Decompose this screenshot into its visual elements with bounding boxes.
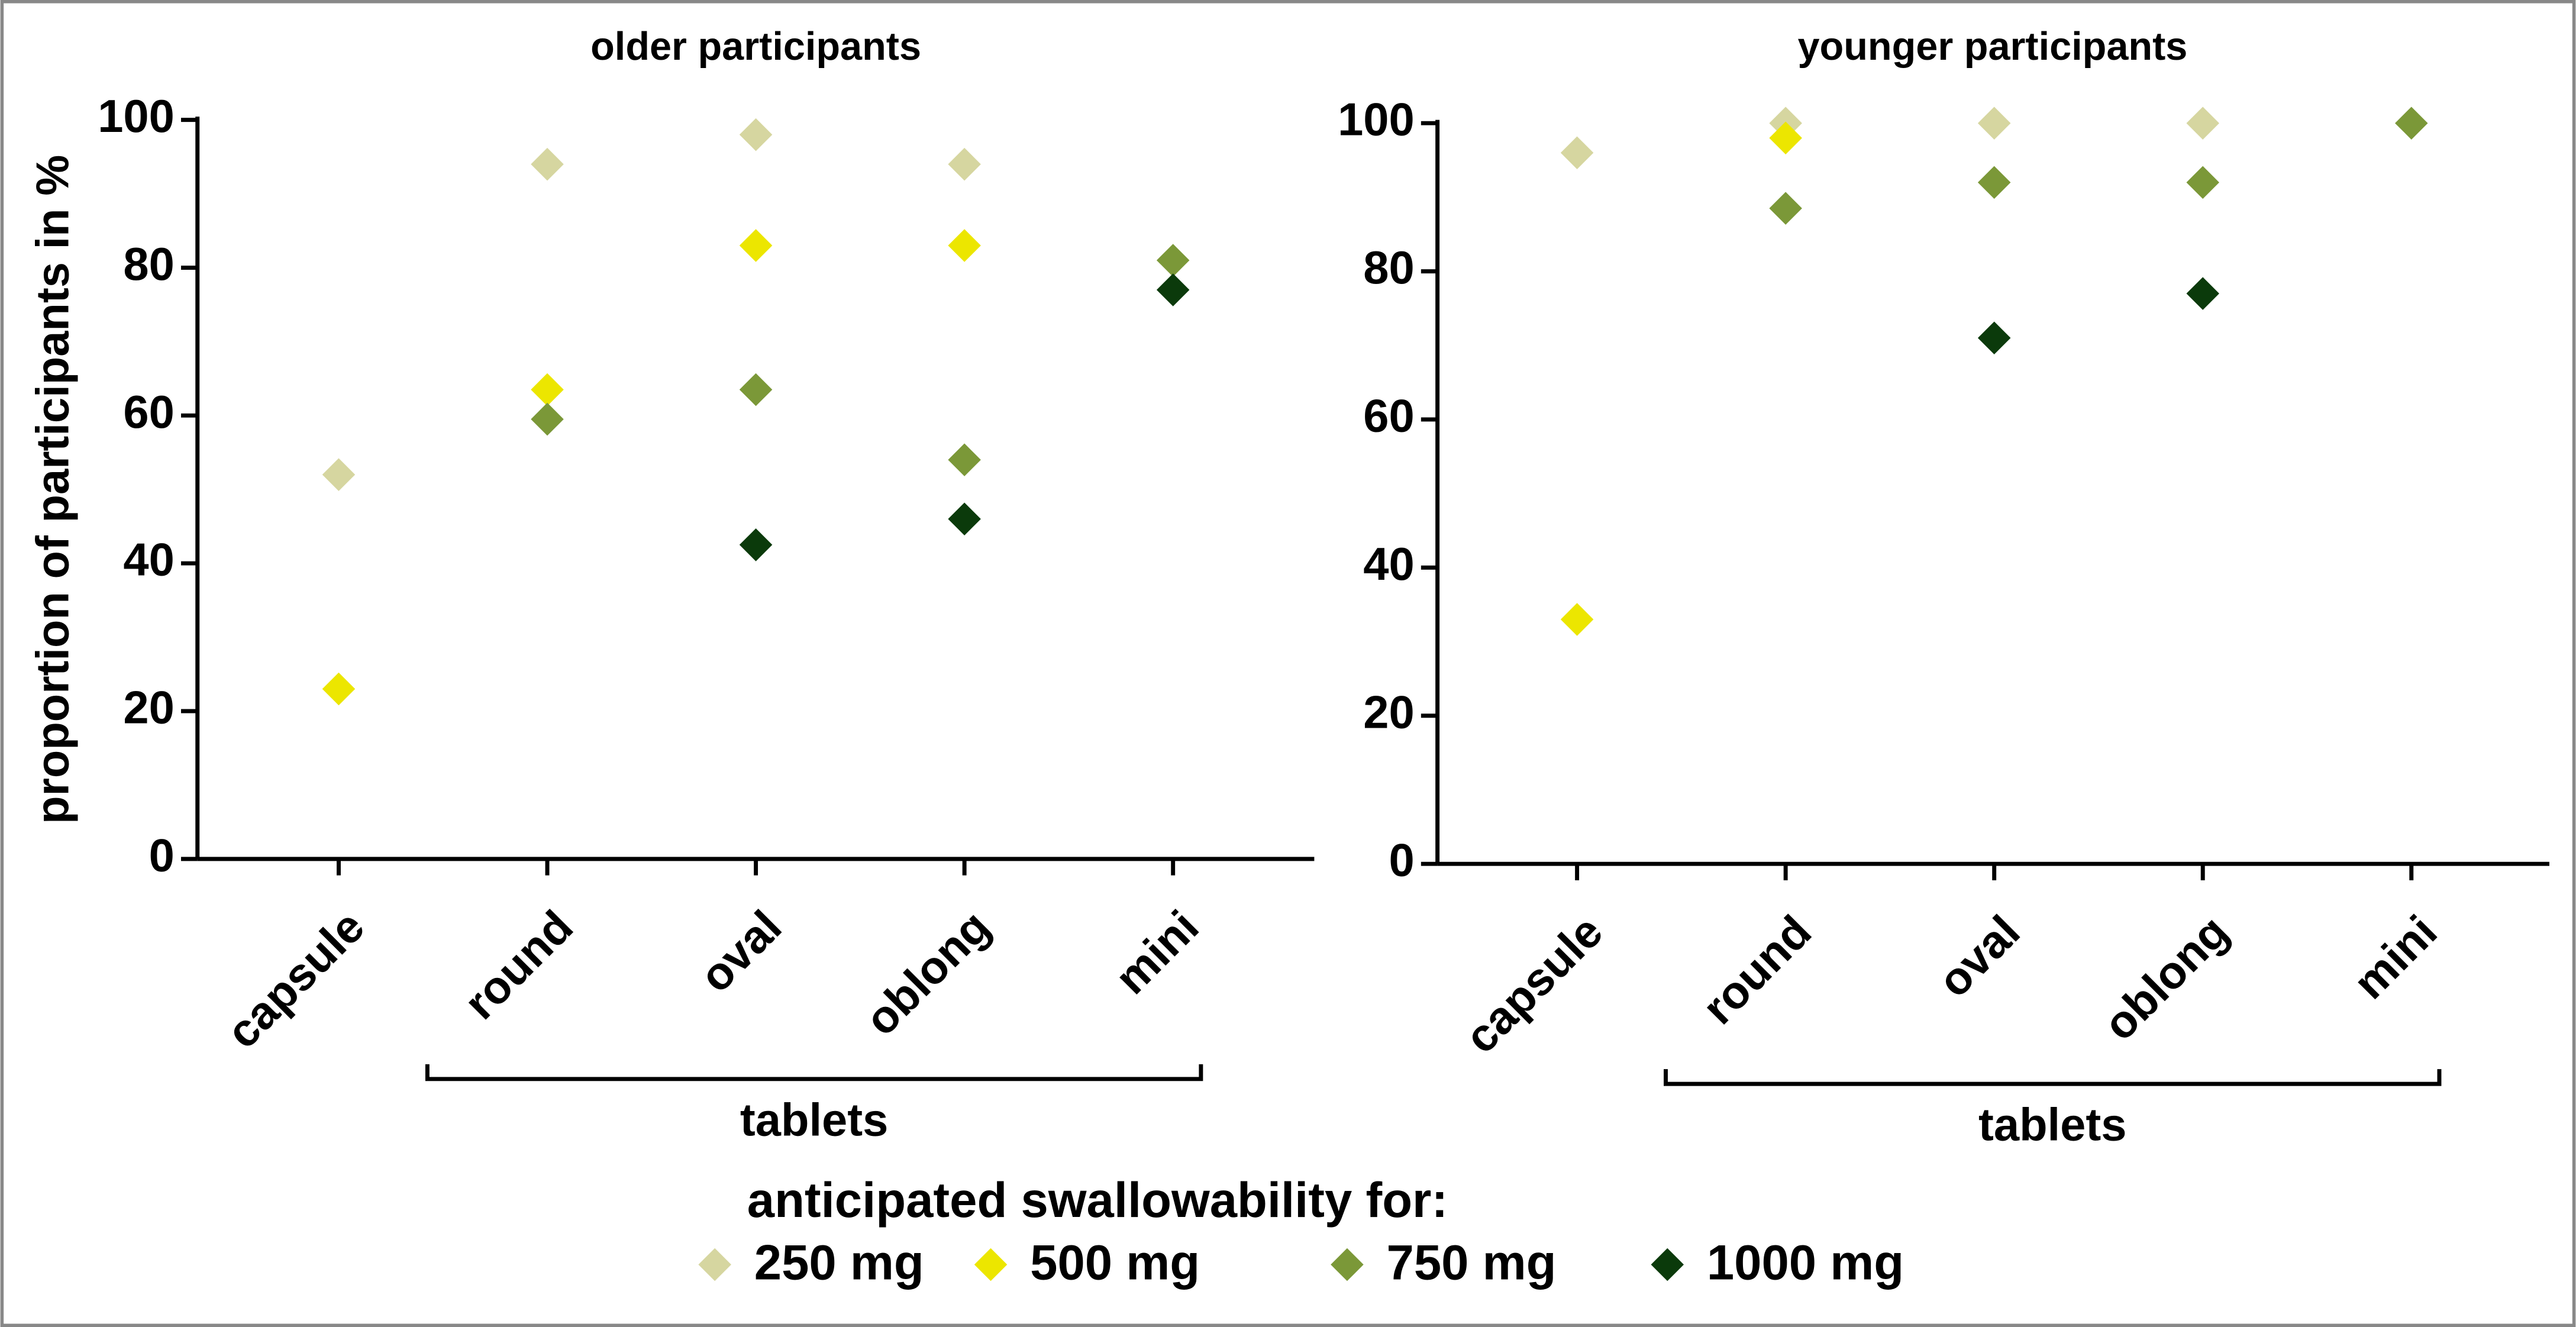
y-tick-label: 20 <box>1363 687 1414 738</box>
marker <box>1769 121 1802 154</box>
y-tick-label: 0 <box>149 830 175 881</box>
y-tick-label: 40 <box>1363 539 1414 590</box>
group-bracket <box>1664 1069 2442 1086</box>
group-label: tablets <box>1978 1100 2127 1151</box>
y-tick-label: 60 <box>1363 391 1414 442</box>
y-tick-label: 20 <box>123 683 174 734</box>
marker <box>2186 277 2219 310</box>
chart-title: younger participants <box>1797 25 2187 69</box>
marker <box>1769 192 1802 225</box>
y-axis-label: proportion of participants in % <box>28 155 79 824</box>
legend-label: 500 mg <box>1030 1235 1200 1290</box>
marker <box>2395 106 2428 140</box>
marker <box>322 672 356 706</box>
marker <box>1977 321 2011 355</box>
marker <box>531 402 564 436</box>
y-tick-label: 40 <box>123 535 174 586</box>
y-tick-label: 100 <box>1338 95 1415 146</box>
marker <box>1156 244 1190 277</box>
marker <box>1156 273 1190 306</box>
marker <box>948 502 981 535</box>
marker <box>531 373 564 406</box>
legend-label: 750 mg <box>1387 1235 1557 1290</box>
chart-title: older participants <box>590 25 921 69</box>
y-tick-label: 100 <box>98 91 175 142</box>
marker <box>322 458 356 492</box>
marker <box>1977 106 2011 140</box>
legend-label: 250 mg <box>754 1235 924 1290</box>
y-tick-label: 80 <box>123 239 174 290</box>
marker <box>948 229 981 262</box>
y-tick-label: 60 <box>123 387 174 438</box>
y-tick-label: 80 <box>1363 243 1414 293</box>
marker <box>948 443 981 477</box>
legend-title: anticipated swallowability for: <box>747 1173 1448 1228</box>
group-bracket <box>425 1064 1203 1081</box>
marker <box>2186 106 2219 140</box>
group-label: tablets <box>740 1094 889 1145</box>
legend-label: 1000 mg <box>1707 1235 1904 1290</box>
y-tick-label: 0 <box>1389 835 1415 886</box>
